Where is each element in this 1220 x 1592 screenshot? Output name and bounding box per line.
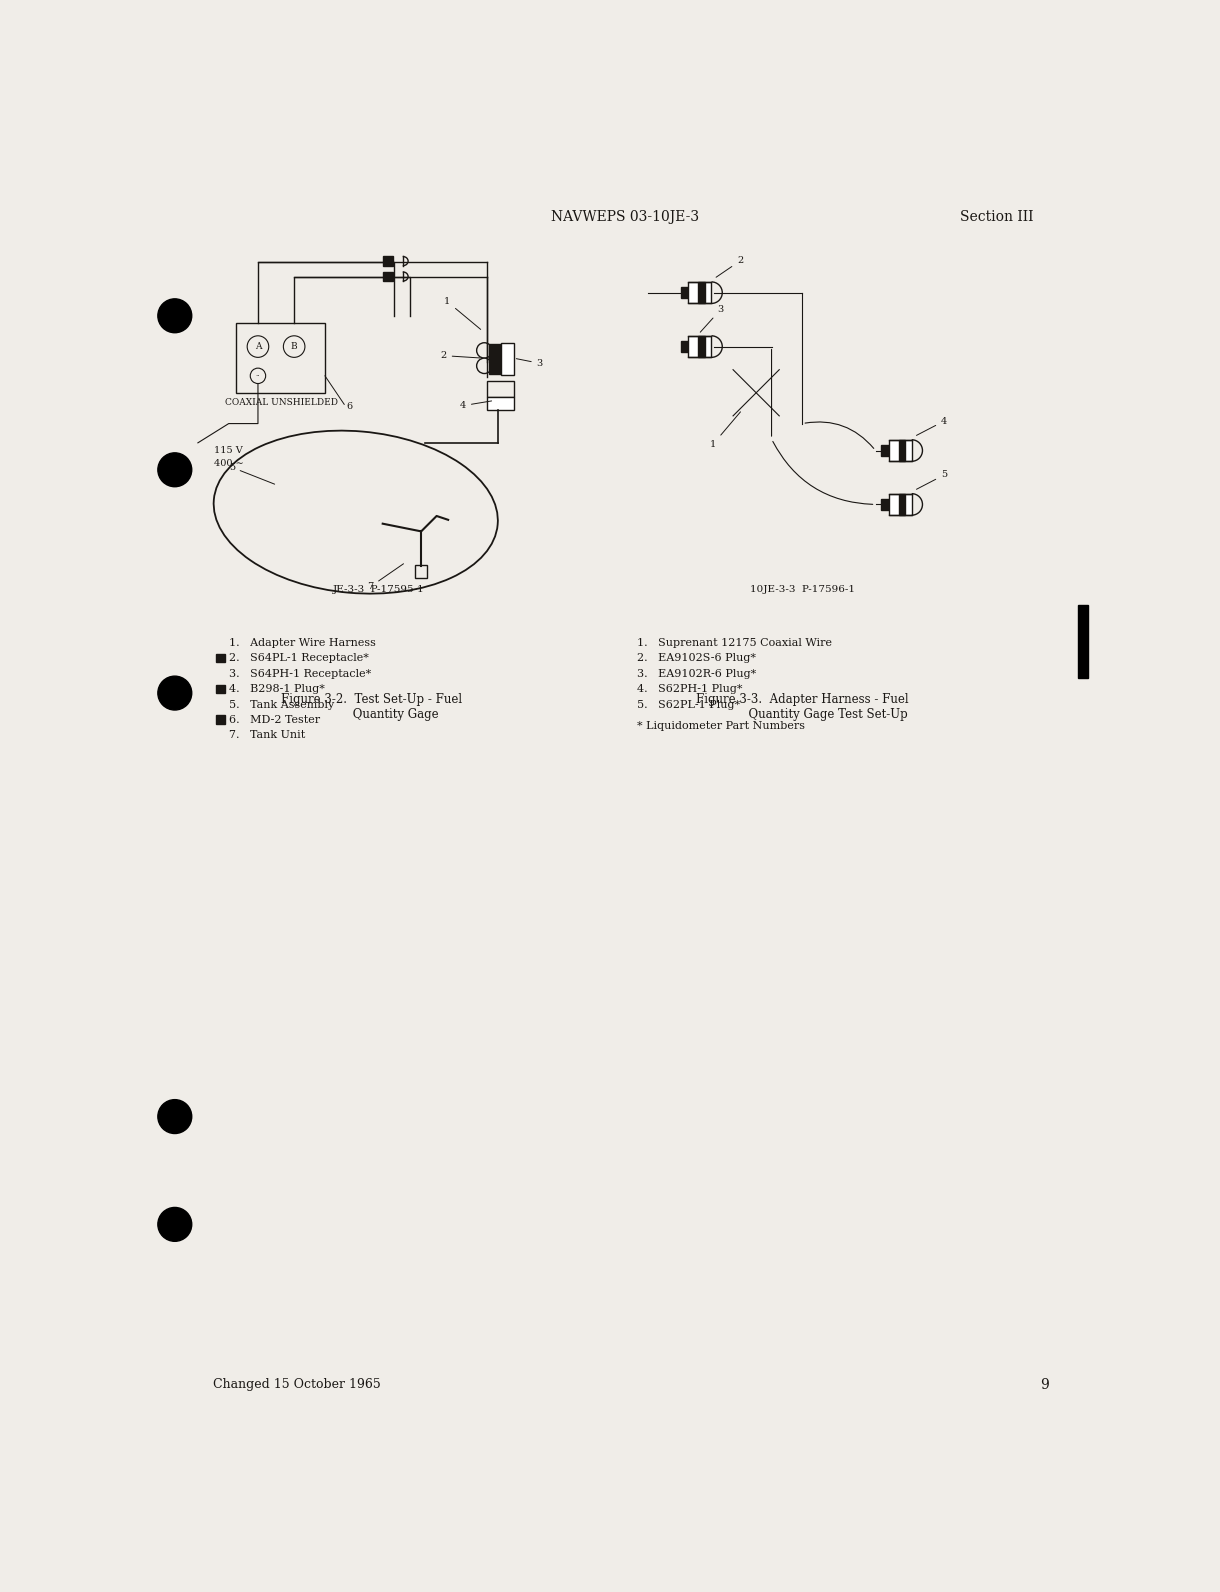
- Bar: [487, 380, 514, 396]
- Text: 2: 2: [716, 256, 743, 277]
- Text: 4.   S62PH-1 Plug*: 4. S62PH-1 Plug*: [637, 685, 742, 694]
- Text: 5.   S62PL-1 Plug*: 5. S62PL-1 Plug*: [637, 699, 739, 710]
- Text: B: B: [290, 342, 298, 352]
- Text: 3.   EA9102R-6 Plug*: 3. EA9102R-6 Plug*: [637, 669, 756, 678]
- Bar: [681, 341, 688, 352]
- Bar: [688, 336, 711, 357]
- Text: 7.   Tank Unit: 7. Tank Unit: [228, 731, 305, 740]
- Text: 1: 1: [444, 298, 481, 330]
- Text: 3: 3: [516, 358, 543, 368]
- Bar: [487, 396, 514, 411]
- Text: Section III: Section III: [960, 210, 1033, 224]
- Text: 9: 9: [1039, 1377, 1049, 1391]
- Circle shape: [157, 452, 192, 487]
- Text: 3.   S64PH-1 Receptacle*: 3. S64PH-1 Receptacle*: [228, 669, 371, 678]
- Text: Figure 3-2.  Test Set-Up - Fuel
             Quantity Gage: Figure 3-2. Test Set-Up - Fuel Quantity …: [281, 693, 461, 721]
- Text: 4: 4: [916, 417, 947, 435]
- Bar: [888, 439, 911, 462]
- Bar: [383, 272, 394, 282]
- Bar: [216, 685, 224, 693]
- Circle shape: [157, 1207, 192, 1242]
- Bar: [237, 323, 325, 393]
- Bar: [681, 287, 688, 298]
- Text: COAXIAL UNSHIELDED: COAXIAL UNSHIELDED: [224, 398, 338, 406]
- Text: 6.   MD-2 Tester: 6. MD-2 Tester: [228, 715, 320, 724]
- Text: 4: 4: [460, 401, 492, 411]
- Text: JE-3-3  P-17595-1: JE-3-3 P-17595-1: [333, 584, 425, 594]
- Bar: [888, 494, 911, 516]
- Bar: [899, 494, 905, 516]
- Text: 2.   EA9102S-6 Plug*: 2. EA9102S-6 Plug*: [637, 653, 756, 664]
- Bar: [881, 446, 888, 455]
- Bar: [688, 282, 711, 304]
- Bar: [698, 336, 705, 357]
- Bar: [383, 256, 394, 266]
- Text: 10JE-3-3  P-17596-1: 10JE-3-3 P-17596-1: [750, 584, 855, 594]
- Text: Figure 3-3.  Adapter Harness - Fuel
              Quantity Gage Test Set-Up: Figure 3-3. Adapter Harness - Fuel Quant…: [697, 693, 909, 721]
- Text: Changed 15 October 1965: Changed 15 October 1965: [214, 1379, 381, 1391]
- Text: A: A: [255, 342, 261, 352]
- Bar: [899, 439, 905, 462]
- Bar: [216, 654, 224, 662]
- Text: 5: 5: [228, 463, 274, 484]
- Text: 115 V: 115 V: [215, 446, 243, 455]
- Circle shape: [477, 358, 492, 374]
- Bar: [501, 342, 514, 376]
- Bar: [881, 498, 888, 509]
- Text: 400 ∼: 400 ∼: [214, 458, 244, 468]
- Bar: [1078, 605, 1088, 678]
- Text: 1: 1: [710, 412, 741, 449]
- Text: 3: 3: [700, 306, 723, 333]
- Text: 5.   Tank Assembly: 5. Tank Assembly: [228, 699, 334, 710]
- Text: 2.   S64PL-1 Receptacle*: 2. S64PL-1 Receptacle*: [228, 653, 368, 664]
- Circle shape: [157, 1100, 192, 1134]
- Text: 4.   B298-1 Plug*: 4. B298-1 Plug*: [228, 685, 325, 694]
- Bar: [489, 344, 503, 374]
- Text: 5: 5: [916, 471, 947, 489]
- Text: 1.   Adapter Wire Harness: 1. Adapter Wire Harness: [228, 638, 376, 648]
- Bar: [216, 715, 224, 724]
- Circle shape: [477, 342, 492, 358]
- Bar: [698, 282, 705, 304]
- Bar: [415, 565, 427, 578]
- Text: NAVWEPS 03-10JE-3: NAVWEPS 03-10JE-3: [551, 210, 699, 224]
- Circle shape: [157, 677, 192, 710]
- Text: 7: 7: [367, 564, 404, 591]
- Text: 6: 6: [346, 403, 353, 411]
- Text: 2: 2: [440, 352, 479, 360]
- Text: ··: ··: [256, 373, 260, 379]
- Circle shape: [157, 299, 192, 333]
- Text: 1.   Suprenant 12175 Coaxial Wire: 1. Suprenant 12175 Coaxial Wire: [637, 638, 832, 648]
- Text: * Liquidometer Part Numbers: * Liquidometer Part Numbers: [637, 721, 805, 731]
